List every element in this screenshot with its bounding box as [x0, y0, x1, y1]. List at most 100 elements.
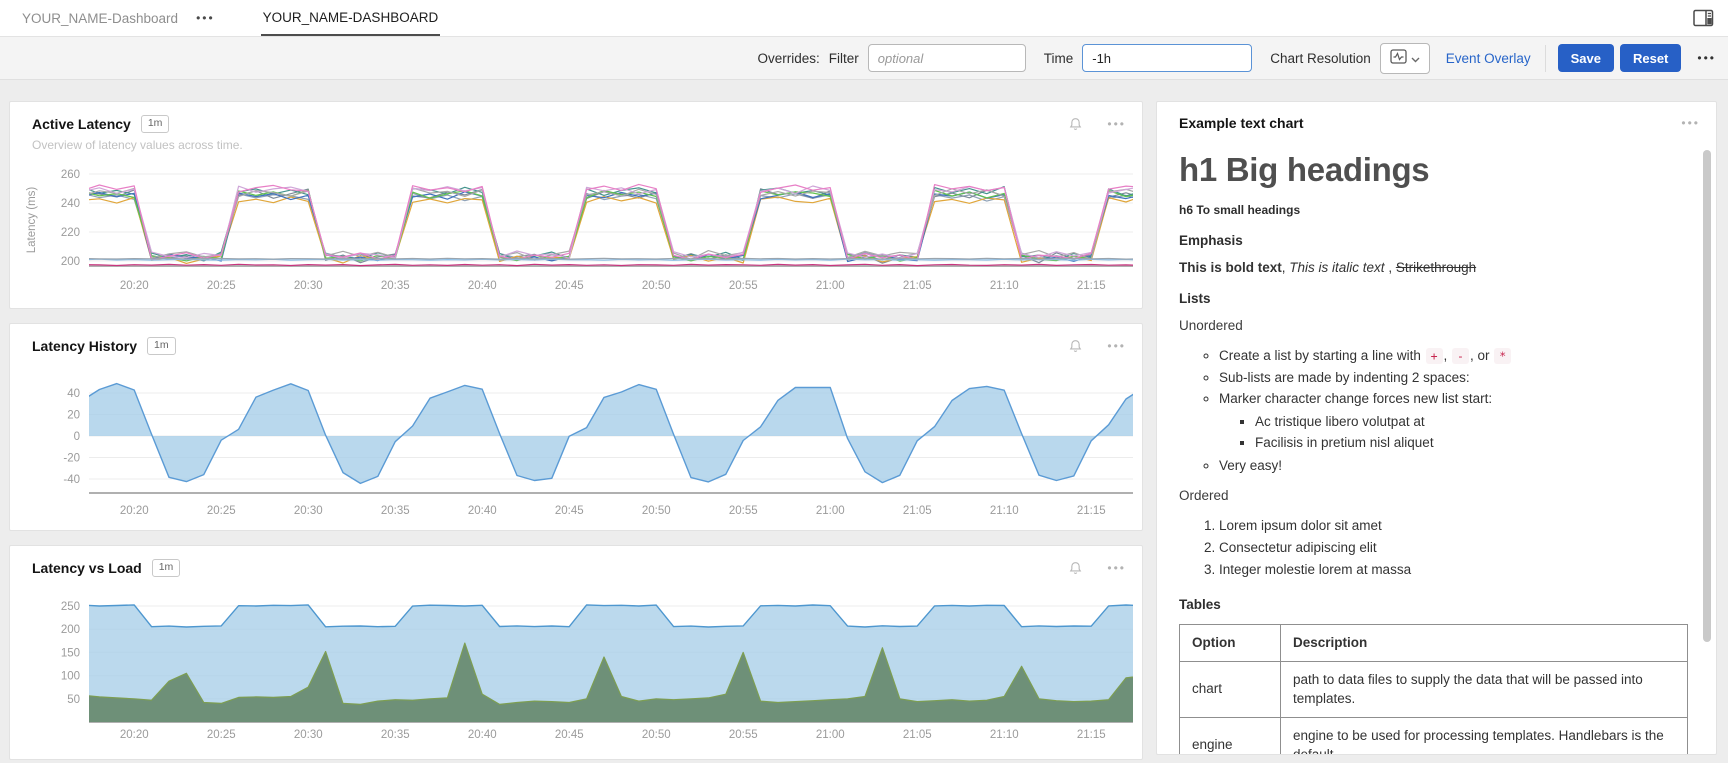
tab-dashboard[interactable]: YOUR_NAME-DASHBOARD	[260, 0, 441, 36]
tab-label: YOUR_NAME-DASHBOARD	[262, 9, 439, 25]
table-header-option: Option	[1179, 624, 1281, 662]
svg-text:21:10: 21:10	[990, 729, 1019, 741]
ellipsis-menu-icon[interactable]: •••	[1107, 560, 1126, 575]
dashboard-group-menu-icon[interactable]: •••	[196, 11, 215, 25]
svg-text:20:40: 20:40	[468, 729, 497, 741]
list-item: Facilisis in pretium nisl aliquet	[1255, 432, 1688, 453]
panel-header: Example text chart •••	[1157, 102, 1716, 131]
pulse-chart-icon	[1390, 49, 1407, 67]
table-row: chart path to data files to supply the d…	[1179, 660, 1688, 718]
svg-text:20:35: 20:35	[381, 280, 410, 292]
list-item: Ac tristique libero volutpat at	[1255, 411, 1688, 432]
toolbar-divider	[1544, 44, 1546, 72]
bell-icon[interactable]	[1068, 560, 1083, 576]
table-header-description: Description	[1280, 624, 1688, 662]
latency-vs-load-area-chart[interactable]: 50 100 150 200 250 20:20 20:25 20:30 20:35 20:40 2…	[11, 588, 1143, 758]
panel-title: Active Latency	[32, 115, 131, 132]
svg-text:20:45: 20:45	[555, 280, 584, 292]
svg-text:20:25: 20:25	[207, 280, 236, 292]
chart-resolution-dropdown[interactable]	[1379, 42, 1430, 74]
md-lists-heading: Lists	[1179, 291, 1211, 306]
svg-text:20:20: 20:20	[120, 280, 149, 292]
svg-text:0: 0	[74, 431, 80, 443]
code-star: *	[1494, 348, 1512, 364]
panel-header: Active Latency 1m •••	[10, 102, 1142, 133]
svg-text:20: 20	[67, 410, 80, 422]
svg-text:250: 250	[61, 601, 80, 613]
svg-text:21:15: 21:15	[1077, 505, 1106, 517]
overrides-bar: Overrides: Filter Time Chart Resolution …	[0, 37, 1728, 80]
svg-text:21:10: 21:10	[990, 505, 1019, 517]
reset-button[interactable]: Reset	[1619, 44, 1682, 72]
panel-toggle-icon[interactable]	[1693, 9, 1714, 27]
filter-label: Filter	[828, 50, 859, 66]
svg-text:40: 40	[67, 388, 80, 400]
md-emphasis-line: This is bold text, This is italic text ,…	[1179, 260, 1477, 275]
svg-text:50: 50	[67, 694, 80, 706]
svg-text:20:30: 20:30	[294, 280, 323, 292]
svg-text:21:15: 21:15	[1077, 280, 1106, 292]
svg-text:21:15: 21:15	[1077, 729, 1106, 741]
svg-text:20:30: 20:30	[294, 729, 323, 741]
event-overlay-link[interactable]: Event Overlay	[1445, 50, 1531, 66]
save-button[interactable]: Save	[1557, 44, 1614, 72]
svg-text:100: 100	[61, 671, 80, 683]
list-item: Create a list by starting a line with +,…	[1219, 345, 1688, 367]
list-item: Very easy!	[1219, 455, 1688, 476]
filter-input[interactable]	[867, 44, 1026, 72]
svg-text:20:45: 20:45	[555, 505, 584, 517]
chart-resolution-label: Chart Resolution	[1270, 50, 1371, 66]
overflow-menu-icon[interactable]: •••	[1697, 51, 1716, 65]
table-row: engine engine to be used for processing …	[1179, 716, 1688, 754]
panel-header: Latency vs Load 1m •••	[10, 546, 1142, 577]
scrollbar-thumb[interactable]	[1703, 150, 1711, 642]
time-input[interactable]	[1082, 44, 1253, 72]
top-bar: YOUR_NAME-Dashboard ••• YOUR_NAME-DASHBO…	[0, 0, 1728, 37]
resolution-badge: 1m	[147, 337, 176, 355]
svg-text:20:55: 20:55	[729, 729, 758, 741]
svg-text:21:10: 21:10	[990, 280, 1019, 292]
svg-text:150: 150	[61, 647, 80, 659]
panel-active-latency: Active Latency 1m ••• Overview of latenc…	[9, 101, 1143, 309]
dashboard-group-name[interactable]: YOUR_NAME-Dashboard	[22, 10, 179, 26]
ellipsis-menu-icon[interactable]: •••	[1681, 116, 1700, 130]
svg-text:220: 220	[61, 227, 80, 239]
panel-title: Latency vs Load	[32, 559, 142, 576]
panel-latency-vs-load: Latency vs Load 1m ••• 50 100 150 200 250 20:…	[9, 545, 1143, 760]
svg-text:21:00: 21:00	[816, 729, 845, 741]
resolution-badge: 1m	[140, 115, 170, 133]
bold-text: This is bold text	[1179, 260, 1282, 275]
ellipsis-menu-icon[interactable]: •••	[1107, 116, 1126, 131]
list-item: Consectetur adipiscing elit	[1219, 537, 1688, 559]
md-h6: h6 To small headings	[1179, 203, 1301, 217]
svg-text:Latency (ms): Latency (ms)	[26, 187, 38, 254]
svg-text:20:25: 20:25	[207, 729, 236, 741]
svg-text:20:55: 20:55	[729, 505, 758, 517]
ellipsis-menu-icon[interactable]: •••	[1107, 338, 1126, 353]
chevron-down-icon	[1411, 51, 1420, 66]
options-table: Option Description chart path to data fi…	[1179, 624, 1688, 754]
panel-subtitle: Overview of latency values across time.	[32, 137, 243, 152]
svg-text:20:30: 20:30	[294, 505, 323, 517]
ordered-list: Lorem ipsum dolor sit amet Consectetur a…	[1179, 515, 1688, 581]
active-latency-line-chart[interactable]: 200 220 240 260 20:20 20:25 20:30 20:35 20:40 20:…	[11, 147, 1143, 302]
italic-text: This is italic text	[1289, 260, 1385, 275]
svg-text:20:50: 20:50	[642, 280, 671, 292]
list-item: Integer molestie lorem at massa	[1219, 559, 1688, 581]
svg-text:20:35: 20:35	[381, 505, 410, 517]
svg-text:21:05: 21:05	[903, 280, 932, 292]
md-ordered-label: Ordered	[1179, 488, 1229, 503]
bell-icon[interactable]	[1068, 116, 1083, 132]
list-item: Sub-lists are made by indenting 2 spaces…	[1219, 367, 1688, 388]
svg-text:21:00: 21:00	[816, 280, 845, 292]
time-label: Time	[1043, 50, 1074, 66]
latency-history-area-chart[interactable]: 40 20 0 -20 -40 20:20 20:25 20:30 20:35 20:40 20:4…	[11, 369, 1143, 527]
svg-text:20:20: 20:20	[120, 729, 149, 741]
svg-text:240: 240	[61, 198, 80, 210]
panel-latency-history: Latency History 1m ••• 40 20 0 -20 -40 20:20 2…	[9, 323, 1143, 531]
svg-text:20:50: 20:50	[642, 505, 671, 517]
svg-text:200: 200	[61, 624, 80, 636]
bell-icon[interactable]	[1068, 338, 1083, 354]
svg-text:20:50: 20:50	[642, 729, 671, 741]
md-emphasis-heading: Emphasis	[1179, 233, 1243, 248]
